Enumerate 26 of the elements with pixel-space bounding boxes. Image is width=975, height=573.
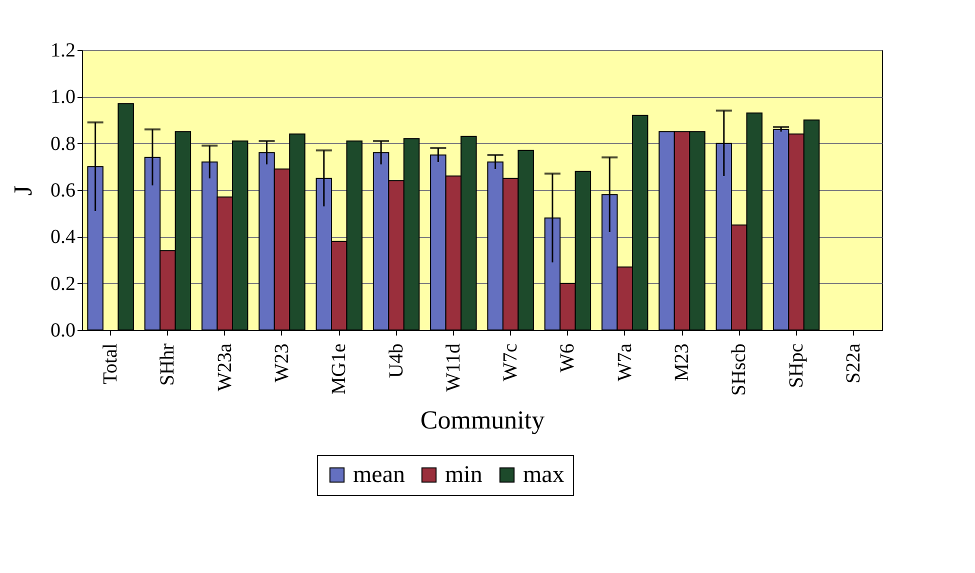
x-tick-label: W11d: [442, 344, 464, 392]
x-tick-label: S22a: [842, 343, 864, 384]
y-tick-label: 0.6: [50, 180, 76, 202]
y-axis-title: J: [8, 185, 38, 196]
x-tick-label: SHpc: [785, 343, 808, 388]
legend-label: min: [445, 462, 482, 488]
x-tick-label: M23: [671, 344, 693, 382]
x-tick-label: W6: [556, 344, 579, 372]
y-tick-label: 1.2: [50, 40, 76, 62]
y-tick-label: 0.4: [50, 226, 76, 248]
x-tick-label: SHhr: [156, 343, 179, 386]
x-tick-label: W23: [271, 344, 293, 382]
legend-label: mean: [353, 462, 405, 488]
x-tick-label: Total: [100, 343, 122, 384]
x-tick-label: W7c: [500, 343, 522, 382]
x-tick-label: W7a: [614, 343, 636, 382]
x-tick-label: U4b: [385, 344, 408, 378]
x-axis-title: Community: [420, 406, 545, 435]
legend-label: max: [523, 462, 564, 488]
x-tick-label: W23a: [214, 343, 236, 392]
y-tick-label: 0.8: [50, 132, 76, 155]
y-tick-label: 1.0: [50, 86, 76, 108]
x-tick-label: MG1e: [328, 343, 350, 395]
y-tick-label: 0.0: [50, 320, 76, 342]
y-tick-label: 0.2: [50, 272, 76, 295]
x-tick-label: SHscb: [728, 344, 750, 396]
